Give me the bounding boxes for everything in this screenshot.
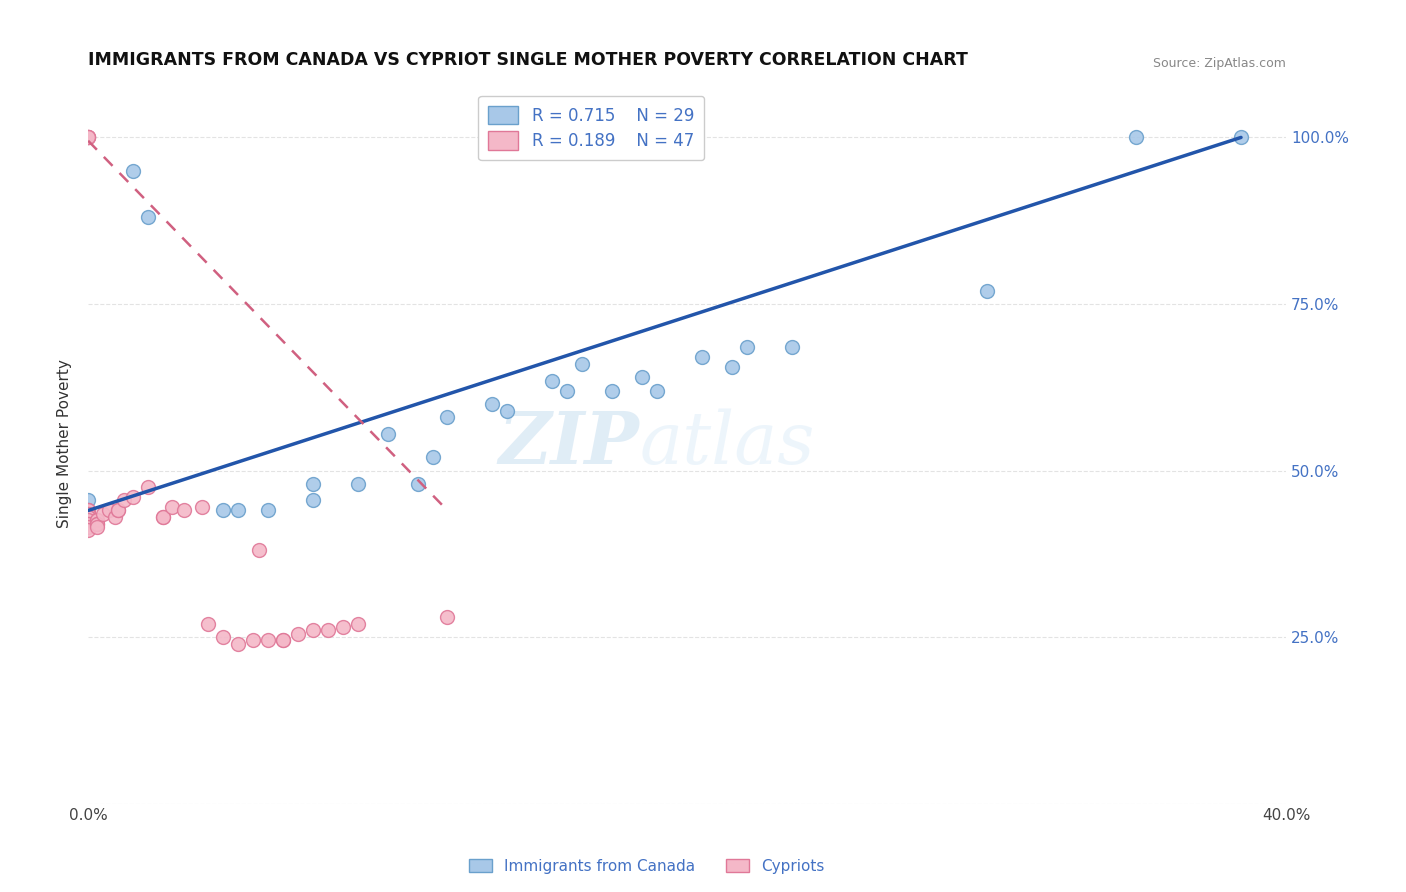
Point bbox=[77, 503, 100, 517]
Point bbox=[316, 624, 339, 638]
Point bbox=[77, 503, 100, 517]
Point bbox=[256, 633, 278, 648]
Point bbox=[287, 626, 309, 640]
Text: atlas: atlas bbox=[640, 409, 814, 479]
Point bbox=[86, 516, 108, 531]
Point bbox=[77, 510, 100, 524]
Point bbox=[1125, 130, 1147, 145]
Point bbox=[122, 163, 145, 178]
Point bbox=[256, 503, 278, 517]
Point bbox=[77, 130, 100, 145]
Point bbox=[77, 493, 100, 508]
Point bbox=[86, 514, 108, 528]
Point bbox=[1230, 130, 1253, 145]
Point bbox=[152, 510, 174, 524]
Point bbox=[197, 616, 219, 631]
Point bbox=[721, 360, 744, 375]
Point bbox=[226, 637, 249, 651]
Point bbox=[301, 476, 323, 491]
Point bbox=[436, 410, 458, 425]
Point bbox=[780, 340, 803, 354]
Text: IMMIGRANTS FROM CANADA VS CYPRIOT SINGLE MOTHER POVERTY CORRELATION CHART: IMMIGRANTS FROM CANADA VS CYPRIOT SINGLE… bbox=[89, 51, 967, 69]
Point bbox=[436, 610, 458, 624]
Point bbox=[346, 476, 368, 491]
Point bbox=[496, 403, 519, 417]
Point bbox=[422, 450, 444, 465]
Point bbox=[77, 130, 100, 145]
Point bbox=[86, 514, 108, 528]
Point bbox=[332, 620, 354, 634]
Text: Source: ZipAtlas.com: Source: ZipAtlas.com bbox=[1153, 57, 1286, 70]
Point bbox=[571, 357, 593, 371]
Point bbox=[104, 510, 127, 524]
Point bbox=[91, 507, 114, 521]
Point bbox=[346, 616, 368, 631]
Point bbox=[122, 490, 145, 504]
Point bbox=[541, 374, 564, 388]
Point bbox=[160, 500, 183, 515]
Text: ZIP: ZIP bbox=[498, 409, 640, 479]
Point bbox=[152, 510, 174, 524]
Point bbox=[191, 500, 214, 515]
Point bbox=[645, 384, 668, 398]
Point bbox=[690, 351, 713, 365]
Point bbox=[107, 503, 129, 517]
Point bbox=[77, 520, 100, 534]
Point bbox=[86, 516, 108, 531]
Point bbox=[173, 503, 195, 517]
Point bbox=[77, 524, 100, 538]
Point bbox=[735, 340, 758, 354]
Point bbox=[77, 510, 100, 524]
Point bbox=[98, 503, 121, 517]
Point bbox=[136, 480, 159, 494]
Legend: Immigrants from Canada, Cypriots: Immigrants from Canada, Cypriots bbox=[463, 853, 831, 880]
Y-axis label: Single Mother Poverty: Single Mother Poverty bbox=[58, 359, 72, 528]
Point bbox=[86, 520, 108, 534]
Point bbox=[77, 514, 100, 528]
Point bbox=[112, 493, 135, 508]
Point bbox=[242, 633, 264, 648]
Point bbox=[77, 503, 100, 517]
Point bbox=[77, 516, 100, 531]
Point bbox=[136, 211, 159, 225]
Point bbox=[377, 426, 399, 441]
Point bbox=[301, 493, 323, 508]
Point bbox=[301, 624, 323, 638]
Legend: R = 0.715    N = 29, R = 0.189    N = 47: R = 0.715 N = 29, R = 0.189 N = 47 bbox=[478, 96, 704, 160]
Point bbox=[212, 630, 235, 644]
Point bbox=[600, 384, 623, 398]
Point bbox=[77, 516, 100, 531]
Point bbox=[555, 384, 578, 398]
Point bbox=[107, 503, 129, 517]
Point bbox=[77, 507, 100, 521]
Point bbox=[226, 503, 249, 517]
Point bbox=[212, 503, 235, 517]
Point bbox=[406, 476, 429, 491]
Point bbox=[271, 633, 294, 648]
Point bbox=[271, 633, 294, 648]
Point bbox=[976, 284, 998, 298]
Point bbox=[77, 130, 100, 145]
Point bbox=[77, 130, 100, 145]
Point bbox=[631, 370, 654, 384]
Point bbox=[77, 507, 100, 521]
Point bbox=[247, 543, 270, 558]
Point bbox=[481, 397, 503, 411]
